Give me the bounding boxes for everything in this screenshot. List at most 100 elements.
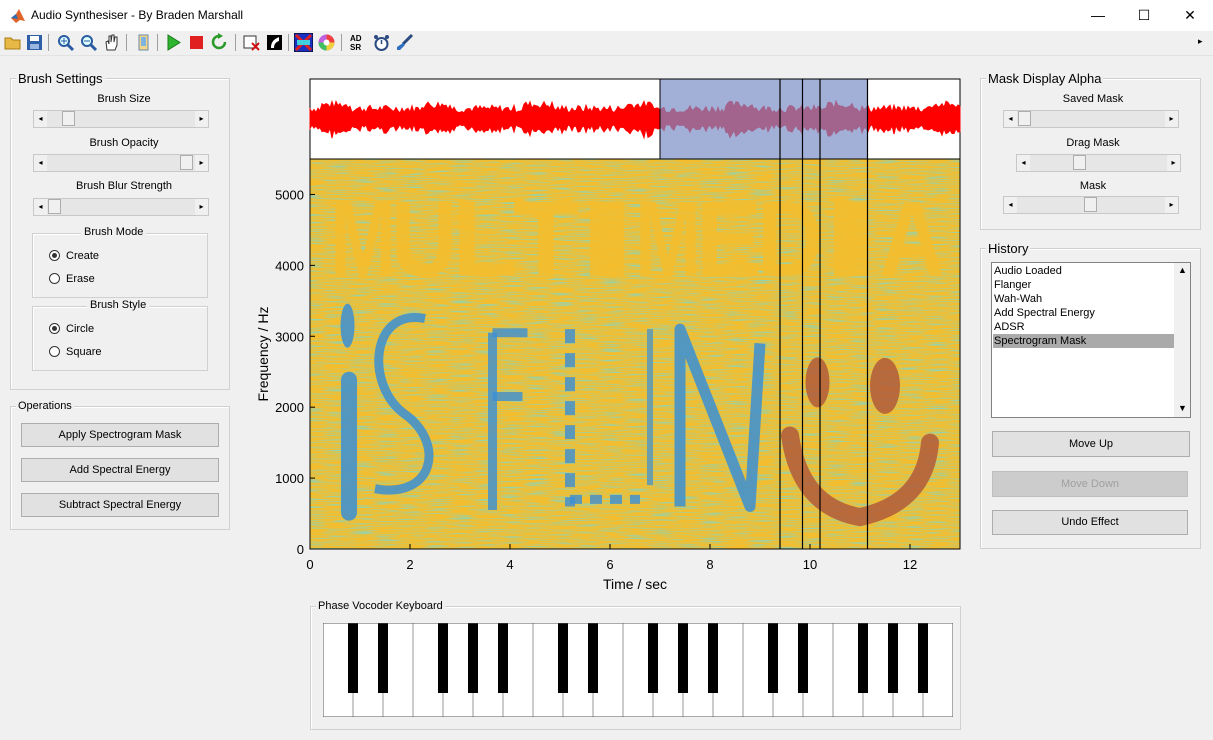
slider-thumb[interactable] bbox=[62, 111, 75, 126]
letter-n bbox=[674, 323, 766, 512]
mask-slider[interactable]: ◂ ▸ bbox=[1003, 196, 1179, 214]
slider-right-arrow-icon[interactable]: ▸ bbox=[195, 111, 208, 127]
piano-black-key[interactable] bbox=[798, 623, 808, 693]
selection-region[interactable] bbox=[659, 78, 868, 160]
clear-mask-icon[interactable] bbox=[242, 33, 261, 52]
piano-black-key[interactable] bbox=[558, 623, 568, 693]
apply-spectrogram-mask-button[interactable]: Apply Spectrogram Mask bbox=[21, 423, 219, 447]
spectrogram-letter: M bbox=[330, 178, 396, 299]
brush-settings-panel: Brush Settings Brush Size ◂ ▸ Brush Opac… bbox=[10, 71, 230, 390]
piano-black-key[interactable] bbox=[708, 623, 718, 693]
refresh-icon[interactable] bbox=[210, 33, 229, 52]
piano-black-key[interactable] bbox=[918, 623, 928, 693]
piano-black-key[interactable] bbox=[468, 623, 478, 693]
piano-black-key[interactable] bbox=[378, 623, 388, 693]
history-item[interactable]: Add Spectral Energy bbox=[994, 307, 1095, 319]
move-up-button[interactable]: Move Up bbox=[992, 431, 1190, 457]
slider-thumb[interactable] bbox=[180, 155, 193, 170]
save-icon[interactable] bbox=[25, 33, 44, 52]
history-item[interactable]: Flanger bbox=[994, 279, 1032, 291]
slider-left-arrow-icon[interactable]: ◂ bbox=[1004, 197, 1017, 213]
minimize-button[interactable]: — bbox=[1091, 7, 1105, 23]
slider-left-arrow-icon[interactable]: ◂ bbox=[34, 199, 47, 215]
slider-thumb[interactable] bbox=[1084, 197, 1097, 212]
brush-size-slider[interactable]: ◂ ▸ bbox=[33, 110, 209, 128]
adsr-icon[interactable]: AD SR bbox=[349, 33, 368, 52]
slider-thumb[interactable] bbox=[1018, 111, 1031, 126]
slider-left-arrow-icon[interactable]: ◂ bbox=[34, 111, 47, 127]
invert-icon[interactable] bbox=[265, 33, 284, 52]
brush-style-title: Brush Style bbox=[87, 299, 150, 311]
brush-blur-label: Brush Blur Strength bbox=[76, 180, 172, 192]
y-axis-label: Frequency / Hz bbox=[255, 307, 271, 402]
toolbar-overflow-icon[interactable]: ▸ bbox=[1198, 36, 1203, 46]
brush-mode-group: Brush Mode Create Erase bbox=[32, 226, 208, 298]
subtract-spectral-energy-button[interactable]: Subtract Spectral Energy bbox=[21, 493, 219, 517]
piano-black-key[interactable] bbox=[768, 623, 778, 693]
color-wheel-icon[interactable] bbox=[317, 33, 336, 52]
drag-mask-slider[interactable]: ◂ ▸ bbox=[1016, 154, 1181, 172]
y-tick-label: 4000 bbox=[275, 258, 304, 273]
stop-icon[interactable] bbox=[187, 33, 206, 52]
spectrogram-letter: E bbox=[696, 178, 762, 299]
svg-text:SR: SR bbox=[350, 43, 361, 52]
slider-left-arrow-icon[interactable]: ◂ bbox=[1017, 155, 1030, 171]
erase-radio[interactable] bbox=[49, 273, 60, 284]
piano-black-key[interactable] bbox=[438, 623, 448, 693]
brush-blur-slider[interactable]: ◂ ▸ bbox=[33, 198, 209, 216]
history-item[interactable]: Audio Loaded bbox=[994, 265, 1062, 277]
piano-black-key[interactable] bbox=[348, 623, 358, 693]
open-icon[interactable] bbox=[3, 33, 22, 52]
circle-radio[interactable] bbox=[49, 323, 60, 334]
zoom-out-icon[interactable] bbox=[79, 33, 98, 52]
slider-right-arrow-icon[interactable]: ▸ bbox=[1165, 197, 1178, 213]
scroll-up-icon[interactable]: ▲ bbox=[1178, 265, 1187, 275]
piano-black-key[interactable] bbox=[498, 623, 508, 693]
maximize-button[interactable]: ☐ bbox=[1137, 7, 1151, 23]
add-spectral-energy-button[interactable]: Add Spectral Energy bbox=[21, 458, 219, 482]
slider-right-arrow-icon[interactable]: ▸ bbox=[195, 199, 208, 215]
square-radio[interactable] bbox=[49, 346, 60, 357]
slider-thumb[interactable] bbox=[48, 199, 61, 214]
brush-icon[interactable] bbox=[395, 33, 414, 52]
brush-opacity-slider[interactable]: ◂ ▸ bbox=[33, 154, 209, 172]
piano-black-key[interactable] bbox=[648, 623, 658, 693]
effects-icon[interactable] bbox=[372, 33, 391, 52]
slider-thumb[interactable] bbox=[1073, 155, 1086, 170]
slider-right-arrow-icon[interactable]: ▸ bbox=[1165, 111, 1178, 127]
play-icon[interactable] bbox=[164, 33, 183, 52]
history-item[interactable]: Wah-Wah bbox=[994, 293, 1043, 305]
history-item-selected[interactable]: Spectrogram Mask bbox=[993, 334, 1174, 348]
zoom-in-icon[interactable] bbox=[56, 33, 75, 52]
selection-markers[interactable] bbox=[779, 79, 869, 549]
slider-right-arrow-icon[interactable]: ▸ bbox=[195, 155, 208, 171]
x-axis-ticks: 0 2 4 6 8 10 12 bbox=[306, 544, 917, 572]
piano-black-key[interactable] bbox=[858, 623, 868, 693]
device-icon[interactable] bbox=[134, 33, 153, 52]
slider-left-arrow-icon[interactable]: ◂ bbox=[1004, 111, 1017, 127]
piano-black-key[interactable] bbox=[678, 623, 688, 693]
piano-black-key[interactable] bbox=[588, 623, 598, 693]
spectrogram-icon[interactable] bbox=[293, 32, 314, 53]
create-radio[interactable] bbox=[49, 250, 60, 261]
pan-icon[interactable] bbox=[102, 33, 121, 52]
letter-s bbox=[374, 313, 434, 495]
move-down-button[interactable]: Move Down bbox=[992, 471, 1188, 497]
slider-left-arrow-icon[interactable]: ◂ bbox=[34, 155, 47, 171]
history-item[interactable]: ADSR bbox=[994, 321, 1025, 333]
keyboard-title: Phase Vocoder Keyboard bbox=[316, 600, 445, 612]
close-button[interactable]: ✕ bbox=[1184, 7, 1196, 23]
y-tick-label: 3000 bbox=[275, 329, 304, 344]
toolbar: AD SR ▸ bbox=[0, 31, 1213, 56]
y-tick-label: 1000 bbox=[275, 471, 304, 486]
x-tick-label: 10 bbox=[803, 557, 817, 572]
saved-mask-slider[interactable]: ◂ ▸ bbox=[1003, 110, 1179, 128]
history-listbox[interactable]: Audio Loaded Flanger Wah-Wah Add Spectra… bbox=[991, 262, 1191, 418]
undo-effect-button[interactable]: Undo Effect bbox=[992, 510, 1188, 535]
piano-black-key[interactable] bbox=[888, 623, 898, 693]
scroll-down-icon[interactable]: ▼ bbox=[1178, 403, 1187, 413]
piano-keyboard[interactable] bbox=[323, 623, 953, 717]
history-scrollbar[interactable]: ▲ ▼ bbox=[1174, 263, 1190, 417]
slider-right-arrow-icon[interactable]: ▸ bbox=[1167, 155, 1180, 171]
